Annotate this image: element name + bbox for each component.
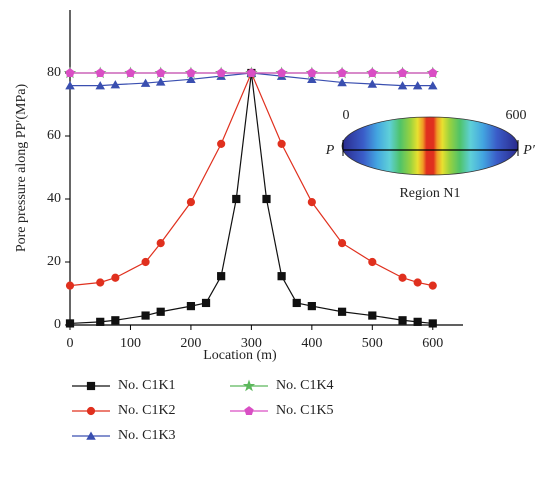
y-tick-label: 40 — [47, 191, 61, 206]
marker — [217, 139, 226, 148]
marker — [337, 68, 347, 77]
legend-label: No. C1K4 — [276, 378, 334, 393]
marker — [413, 278, 422, 287]
marker — [140, 78, 151, 87]
marker — [307, 68, 317, 77]
inset-start-label: P — [325, 143, 335, 158]
marker — [337, 307, 347, 316]
marker — [141, 311, 150, 320]
x-tick-label: 400 — [301, 336, 322, 351]
marker — [186, 198, 196, 207]
marker — [65, 319, 75, 328]
inset-ellipse — [341, 116, 519, 176]
series-line — [69, 72, 433, 325]
legend-label: No. C1K5 — [276, 403, 334, 418]
marker — [292, 298, 301, 308]
marker — [201, 298, 211, 308]
inset-end-label: P′ — [522, 143, 536, 158]
series — [65, 68, 437, 328]
y-axis-label: Pore pressure along PP′(MPa) — [14, 84, 29, 253]
y-tick-label: 20 — [47, 254, 61, 269]
marker — [277, 272, 286, 281]
x-tick-label: 600 — [422, 336, 443, 351]
marker — [96, 317, 105, 326]
marker — [96, 278, 105, 287]
marker — [307, 198, 316, 207]
marker — [65, 68, 75, 77]
marker — [428, 319, 437, 328]
marker — [216, 68, 226, 77]
x-tick-label: 300 — [241, 336, 262, 351]
marker — [232, 194, 241, 204]
y-tick-label: 80 — [47, 65, 61, 80]
marker — [398, 316, 407, 325]
marker — [110, 80, 121, 89]
marker — [156, 68, 166, 77]
inset-scale: 0 — [343, 108, 350, 123]
marker — [186, 302, 196, 311]
marker — [156, 307, 165, 316]
marker — [277, 139, 286, 148]
x-axis-label: Location (m) — [203, 348, 277, 363]
legend-marker — [242, 379, 256, 392]
marker — [111, 316, 120, 325]
legend-label: No. C1K3 — [118, 428, 176, 443]
series-line — [69, 71, 433, 287]
marker — [156, 239, 165, 248]
marker — [186, 68, 196, 77]
marker — [276, 68, 287, 77]
marker — [141, 257, 150, 267]
series — [65, 68, 438, 77]
marker — [413, 317, 422, 326]
marker — [428, 281, 437, 290]
marker — [307, 302, 316, 311]
marker — [412, 81, 423, 90]
marker — [368, 257, 377, 267]
marker — [65, 81, 75, 90]
marker — [246, 68, 257, 77]
y-tick-label: 0 — [54, 317, 61, 332]
legend-marker — [86, 431, 96, 440]
legend-marker — [244, 406, 254, 415]
inset: 0 600 P P′ Region N1 — [325, 108, 536, 201]
marker — [95, 68, 105, 77]
marker — [367, 79, 378, 88]
y-tick-label: 60 — [47, 128, 61, 143]
marker — [262, 194, 271, 204]
x-tick-label: 500 — [362, 336, 383, 351]
legend-marker — [86, 406, 96, 416]
marker — [186, 74, 196, 84]
marker — [397, 68, 408, 77]
marker — [111, 273, 120, 282]
marker — [428, 81, 438, 90]
legend-marker — [86, 381, 96, 391]
marker — [398, 273, 407, 282]
legend-label: No. C1K2 — [118, 403, 176, 418]
series — [65, 68, 438, 90]
series — [65, 68, 437, 290]
marker — [368, 311, 377, 320]
inset-title: Region N1 — [399, 186, 460, 201]
marker — [125, 68, 136, 77]
inset-scale: 600 — [506, 108, 527, 123]
marker — [367, 68, 377, 77]
marker — [397, 81, 408, 90]
marker — [95, 81, 105, 90]
marker — [428, 68, 438, 77]
marker — [155, 77, 166, 86]
marker — [337, 239, 347, 248]
x-tick-label: 0 — [67, 336, 74, 351]
marker — [307, 74, 317, 84]
x-tick-label: 200 — [180, 336, 201, 351]
marker — [337, 77, 347, 87]
x-tick-label: 100 — [120, 336, 141, 351]
marker — [65, 281, 75, 290]
marker — [217, 272, 226, 281]
legend-label: No. C1K1 — [118, 378, 176, 393]
